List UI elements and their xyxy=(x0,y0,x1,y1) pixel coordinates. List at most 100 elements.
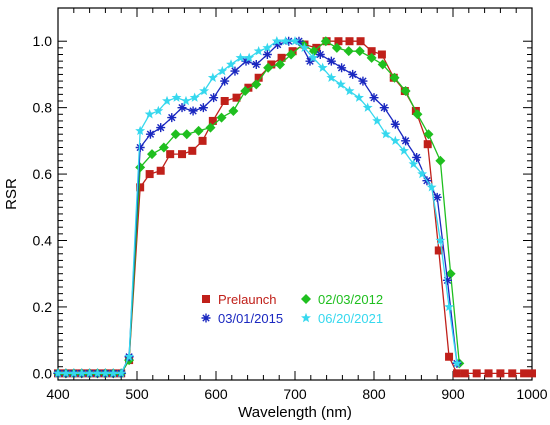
data-point xyxy=(145,129,155,139)
series-2 xyxy=(53,36,465,379)
data-point xyxy=(320,36,331,47)
data-point xyxy=(390,135,401,146)
data-point xyxy=(220,76,230,86)
x-tick-label: 800 xyxy=(362,386,386,402)
data-point xyxy=(294,36,304,46)
data-point xyxy=(358,76,368,86)
y-tick-label: 0.6 xyxy=(33,166,53,182)
data-point xyxy=(286,49,297,60)
data-point xyxy=(92,368,103,378)
data-point xyxy=(251,59,261,69)
data-point xyxy=(60,368,71,378)
data-point xyxy=(354,46,365,57)
data-point xyxy=(362,102,373,112)
data-point xyxy=(400,86,411,97)
data-point xyxy=(290,36,300,46)
data-point xyxy=(335,79,346,89)
data-point xyxy=(344,85,355,96)
data-point xyxy=(379,103,389,113)
data-point xyxy=(369,93,379,103)
legend-label: Prelaunch xyxy=(218,292,277,307)
data-point xyxy=(53,368,63,378)
y-tick-label: 1.0 xyxy=(33,33,53,49)
data-point xyxy=(452,369,461,378)
x-tick-label: 600 xyxy=(204,386,228,402)
data-point xyxy=(331,42,342,53)
data-point xyxy=(366,52,377,63)
series-4 xyxy=(53,36,462,378)
data-point xyxy=(217,65,228,76)
y-axis-label: RSR xyxy=(3,178,20,210)
data-point xyxy=(348,69,358,79)
data-point xyxy=(235,52,246,63)
data-point xyxy=(156,166,165,175)
data-point xyxy=(334,37,343,46)
data-point xyxy=(423,140,432,149)
data-point xyxy=(412,152,422,162)
data-point xyxy=(136,183,145,192)
data-point xyxy=(181,129,192,140)
data-point xyxy=(178,150,187,159)
data-point xyxy=(156,123,166,133)
data-point xyxy=(326,72,337,82)
data-point xyxy=(280,36,291,46)
data-point xyxy=(345,37,354,46)
data-point xyxy=(337,63,347,73)
data-point xyxy=(484,369,493,378)
data-point xyxy=(315,50,325,59)
data-point xyxy=(377,59,388,70)
data-point xyxy=(226,59,236,69)
data-point xyxy=(408,158,419,169)
legend: Prelaunch 02/03/2012 03/01/2015 06/20/2021 xyxy=(201,292,383,326)
data-point xyxy=(317,62,328,72)
data-point xyxy=(277,53,286,62)
data-point xyxy=(262,42,273,53)
data-point xyxy=(144,109,155,119)
data-point xyxy=(263,62,274,73)
data-point xyxy=(181,95,191,106)
data-point xyxy=(251,79,262,90)
data-point xyxy=(240,86,251,97)
data-point xyxy=(167,113,177,123)
data-point xyxy=(372,115,383,126)
data-point xyxy=(198,103,208,113)
data-point xyxy=(380,129,391,139)
data-point xyxy=(273,40,283,50)
y-tick-label: 0.0 xyxy=(33,365,53,381)
data-point xyxy=(445,352,454,361)
data-point xyxy=(171,92,182,102)
data-point xyxy=(116,368,127,378)
data-point xyxy=(208,116,217,125)
legend-marker xyxy=(201,313,211,323)
data-point xyxy=(435,235,446,245)
data-point xyxy=(188,106,198,116)
data-point xyxy=(267,60,276,69)
data-point xyxy=(166,150,175,159)
data-point xyxy=(76,368,87,378)
data-point xyxy=(216,112,227,123)
data-point xyxy=(199,85,210,96)
data-point xyxy=(228,105,239,116)
data-point xyxy=(354,92,364,102)
data-point xyxy=(147,149,158,160)
x-tick-label: 700 xyxy=(283,386,307,402)
data-point xyxy=(262,50,272,59)
data-point xyxy=(442,275,452,285)
data-point xyxy=(435,155,446,166)
legend-marker xyxy=(202,295,210,303)
data-point xyxy=(308,52,319,63)
data-point xyxy=(108,368,119,378)
data-point xyxy=(312,43,321,52)
data-point xyxy=(472,369,481,378)
legend-item: 06/20/2021 xyxy=(301,311,383,326)
data-point xyxy=(124,351,135,361)
data-point xyxy=(520,369,529,378)
data-point xyxy=(308,46,319,57)
series-line xyxy=(58,40,458,375)
data-point xyxy=(145,170,154,179)
y-tick-label: 0.8 xyxy=(33,100,53,116)
plot-area xyxy=(57,7,533,381)
data-point xyxy=(241,56,251,66)
series-line xyxy=(58,40,532,375)
